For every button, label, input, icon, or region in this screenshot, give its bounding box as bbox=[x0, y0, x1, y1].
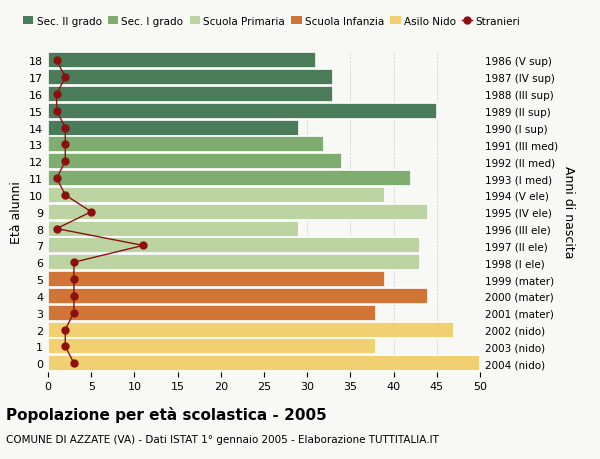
Bar bbox=[48, 238, 419, 254]
Bar bbox=[48, 288, 428, 304]
Text: COMUNE DI AZZATE (VA) - Dati ISTAT 1° gennaio 2005 - Elaborazione TUTTITALIA.IT: COMUNE DI AZZATE (VA) - Dati ISTAT 1° ge… bbox=[6, 434, 439, 444]
Bar bbox=[48, 204, 428, 220]
Bar bbox=[48, 70, 333, 86]
Bar bbox=[48, 188, 385, 203]
Bar bbox=[48, 137, 325, 153]
Bar bbox=[48, 104, 437, 119]
Y-axis label: Anni di nascita: Anni di nascita bbox=[562, 166, 575, 258]
Bar bbox=[48, 305, 376, 321]
Y-axis label: Età alunni: Età alunni bbox=[10, 181, 23, 244]
Bar bbox=[48, 339, 376, 355]
Text: Popolazione per età scolastica - 2005: Popolazione per età scolastica - 2005 bbox=[6, 406, 327, 422]
Bar bbox=[48, 87, 333, 103]
Bar bbox=[48, 171, 411, 187]
Bar bbox=[48, 53, 316, 69]
Bar bbox=[48, 355, 480, 371]
Bar bbox=[48, 271, 385, 287]
Bar bbox=[48, 322, 454, 338]
Bar bbox=[48, 154, 342, 170]
Bar bbox=[48, 221, 299, 237]
Legend: Sec. II grado, Sec. I grado, Scuola Primaria, Scuola Infanzia, Asilo Nido, Stran: Sec. II grado, Sec. I grado, Scuola Prim… bbox=[23, 17, 520, 27]
Bar bbox=[48, 255, 419, 271]
Bar bbox=[48, 120, 299, 136]
